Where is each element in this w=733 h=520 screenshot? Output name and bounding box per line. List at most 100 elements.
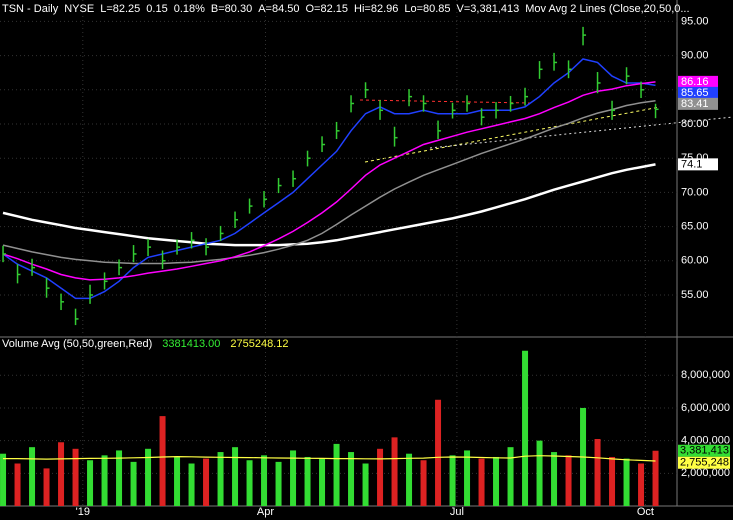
header: TSN - Daily NYSE L=82.25 0.15 0.18% B=80.30 A=… [2, 3, 690, 15]
line-series [2, 163, 656, 247]
volume-bar [377, 448, 384, 506]
y-tick-label: 95.00 [681, 15, 709, 27]
volume-bar [594, 438, 601, 506]
volume-bar [188, 463, 195, 506]
x-tick-label: '19 [76, 506, 90, 518]
x-tick-label: Oct [637, 506, 654, 518]
header-item: Hi=82.96 [354, 3, 398, 15]
y-tick-label: 70.00 [681, 186, 709, 198]
y2-tick-label: 2,000,000 [681, 467, 730, 479]
volume-bar [551, 452, 558, 506]
marks [0, 0, 677, 506]
value-label: 85.65 [681, 87, 709, 99]
volume-bar [304, 456, 311, 506]
volume-bar [58, 442, 65, 506]
volume-bar [507, 447, 514, 506]
volume-bar [29, 447, 36, 506]
header-item: 0.18% [174, 3, 205, 15]
volume-bar [174, 456, 181, 506]
volume-bar [275, 461, 282, 506]
volume-bar [362, 463, 369, 506]
trend-line [359, 99, 531, 104]
value-box [678, 444, 730, 457]
value-box [678, 456, 730, 469]
header-item: 0.15 [146, 3, 167, 15]
value-box [678, 158, 718, 171]
y-tick-label: 60.00 [681, 255, 709, 267]
value-label: 2,755,248 [680, 457, 729, 469]
volume-bar [464, 450, 471, 506]
value-box [678, 86, 718, 99]
volume-bar [14, 463, 21, 506]
line-series [2, 58, 656, 300]
volume-bar [145, 448, 152, 506]
volume-bar [478, 458, 485, 506]
y2-tick-label: 8,000,000 [681, 369, 730, 381]
header-item: L=82.25 [100, 3, 140, 15]
line-series [3, 455, 656, 462]
volume-bar [493, 456, 500, 506]
volume-bar [522, 350, 529, 506]
header-item: B=80.30 [211, 3, 252, 15]
volume-readout: 3381413.00 [162, 338, 220, 350]
volume-bar [449, 455, 456, 506]
line-series [2, 81, 656, 281]
y2-tick-label: 4,000,000 [681, 435, 730, 447]
volume-bar [420, 460, 427, 506]
volume-bar [232, 447, 239, 506]
volume-bar [565, 455, 572, 506]
value-box [678, 75, 718, 88]
x-tick-label: Apr [257, 506, 274, 518]
trend-line [429, 116, 733, 149]
y-tick-label: 80.00 [681, 118, 709, 130]
volume-bar [333, 443, 340, 506]
volume-bar [261, 455, 268, 506]
trend-line [364, 106, 661, 163]
volume-bar [101, 455, 108, 506]
value-label: 74.1 [681, 158, 702, 170]
volume-header: Volume Avg (50,50,green,Red) 3381413.00 27… [2, 338, 288, 350]
header-item: A=84.50 [258, 3, 299, 15]
volume-bar [623, 458, 630, 506]
volume-bar [130, 461, 137, 506]
volume-readout: 2755248.12 [230, 338, 288, 350]
volume-bar [72, 448, 79, 506]
volume-bar [536, 440, 543, 506]
header-item: V=3,381,413 [457, 3, 520, 15]
volume-title: Volume Avg (50,50,green,Red) [2, 338, 152, 350]
y-tick-label: 90.00 [681, 50, 709, 62]
volume-bar [391, 437, 398, 506]
x-tick-label: Jul [450, 506, 464, 518]
header-item: O=82.15 [306, 3, 349, 15]
header-item: Mov Avg 2 Lines (Close,20,50,0... [525, 3, 689, 15]
volume-bar [43, 468, 50, 506]
header-item: NYSE [64, 3, 94, 15]
header-item: TSN - Daily [2, 3, 59, 15]
value-label: 86.16 [681, 76, 709, 88]
volume-bar [406, 453, 413, 506]
value-box [678, 97, 718, 110]
volume-bar [159, 416, 166, 506]
volume-bar [290, 450, 297, 506]
y-tick-label: 55.00 [681, 289, 709, 301]
volume-bar [609, 456, 616, 506]
volume-bar [217, 452, 224, 506]
volume-bar [116, 450, 123, 506]
y2-tick-label: 6,000,000 [681, 402, 730, 414]
value-label: 83.41 [681, 98, 709, 110]
volume-bar [203, 458, 210, 506]
volume-bar [638, 463, 645, 506]
volume-bar [246, 460, 253, 506]
volume-bar [435, 399, 442, 506]
volume-bar [87, 460, 94, 506]
header-item: Lo=80.85 [404, 3, 450, 15]
y-tick-label: 65.00 [681, 220, 709, 232]
volume-bar [652, 450, 659, 506]
volume-bar [0, 453, 7, 506]
volume-bar [319, 458, 326, 506]
line-series [2, 99, 656, 265]
value-label: 3,381,413 [680, 445, 729, 457]
